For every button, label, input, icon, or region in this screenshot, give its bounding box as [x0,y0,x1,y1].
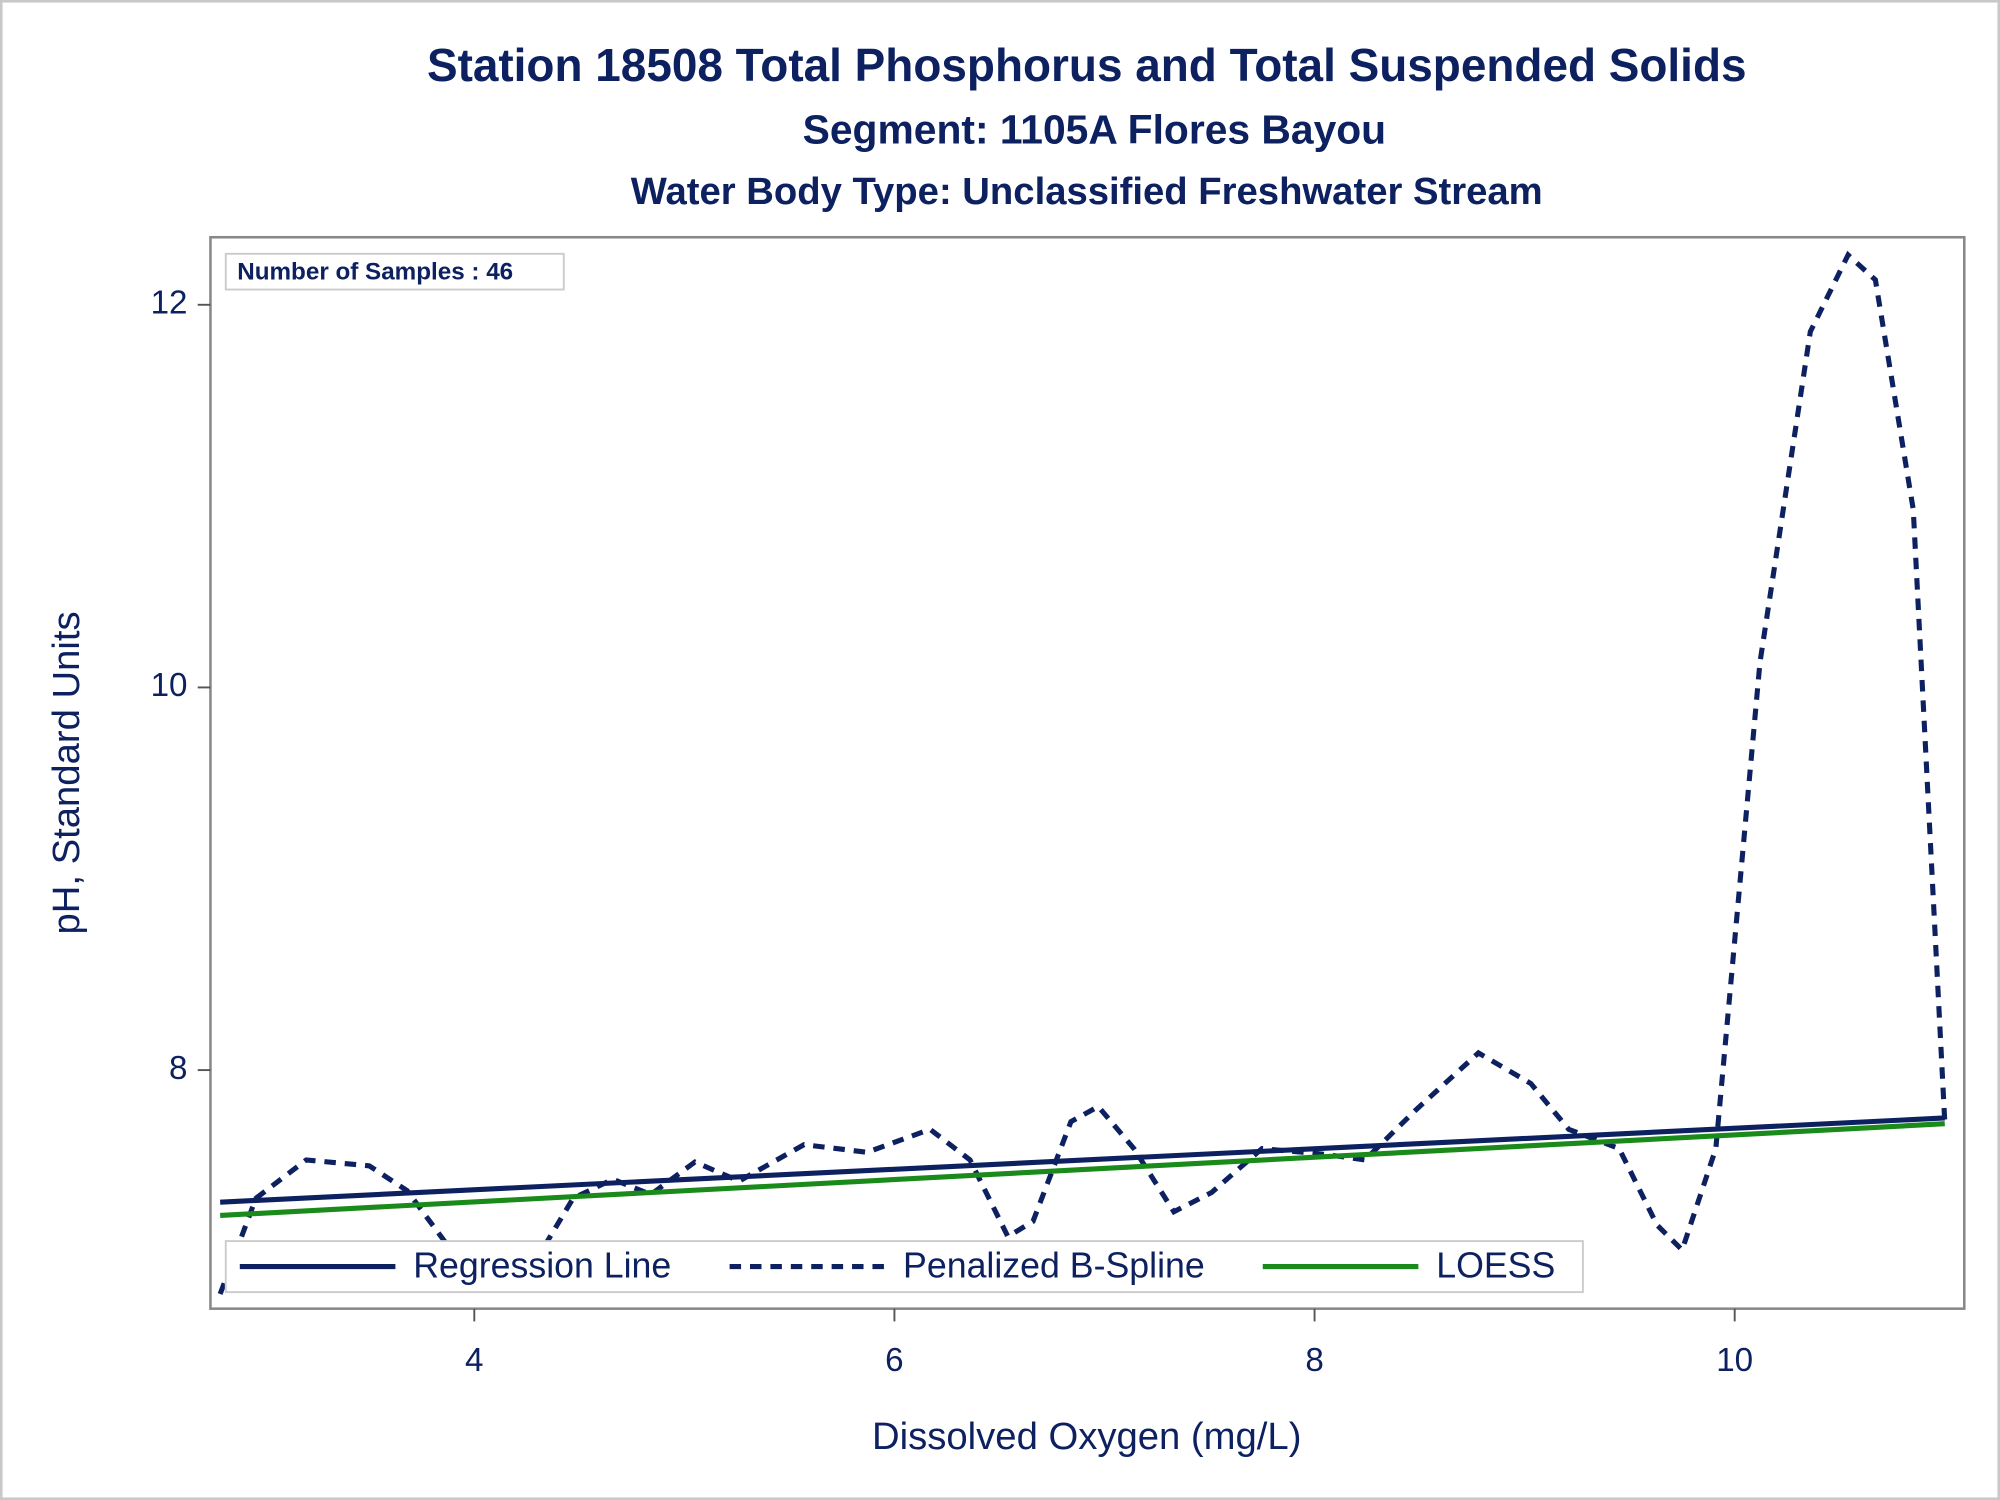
x-tick-label: 6 [885,1342,903,1379]
plot-frame [209,235,1966,1310]
y-tick-label: 8 [169,1050,187,1087]
y-tick-label: 12 [151,285,188,322]
legend-box [224,1240,1584,1294]
chart-subtitle: Water Body Type: Unclassified Freshwater… [631,170,1543,213]
y-axis-label: pH, Standard Units [45,611,88,934]
annotation: Number of Samples : 46 [237,258,513,285]
legend-label: Penalized B-Spline [903,1245,1205,1285]
series-line [220,1115,1945,1205]
chart-subtitle: Segment: 1105A Flores Bayou [803,106,1386,152]
series-line [220,1121,1945,1218]
x-tick-label: 8 [1305,1342,1323,1379]
x-axis-label: Dissolved Oxygen (mg/L) [872,1415,1301,1458]
y-tick-label: 10 [151,667,188,704]
chart-title: Station 18508 Total Phosphorus and Total… [427,39,1747,91]
x-tick-label: 10 [1716,1342,1753,1379]
annotation-box [224,252,565,291]
legend-label: LOESS [1436,1245,1555,1285]
legend-label: Regression Line [413,1245,671,1285]
x-tick-label: 4 [465,1342,483,1379]
